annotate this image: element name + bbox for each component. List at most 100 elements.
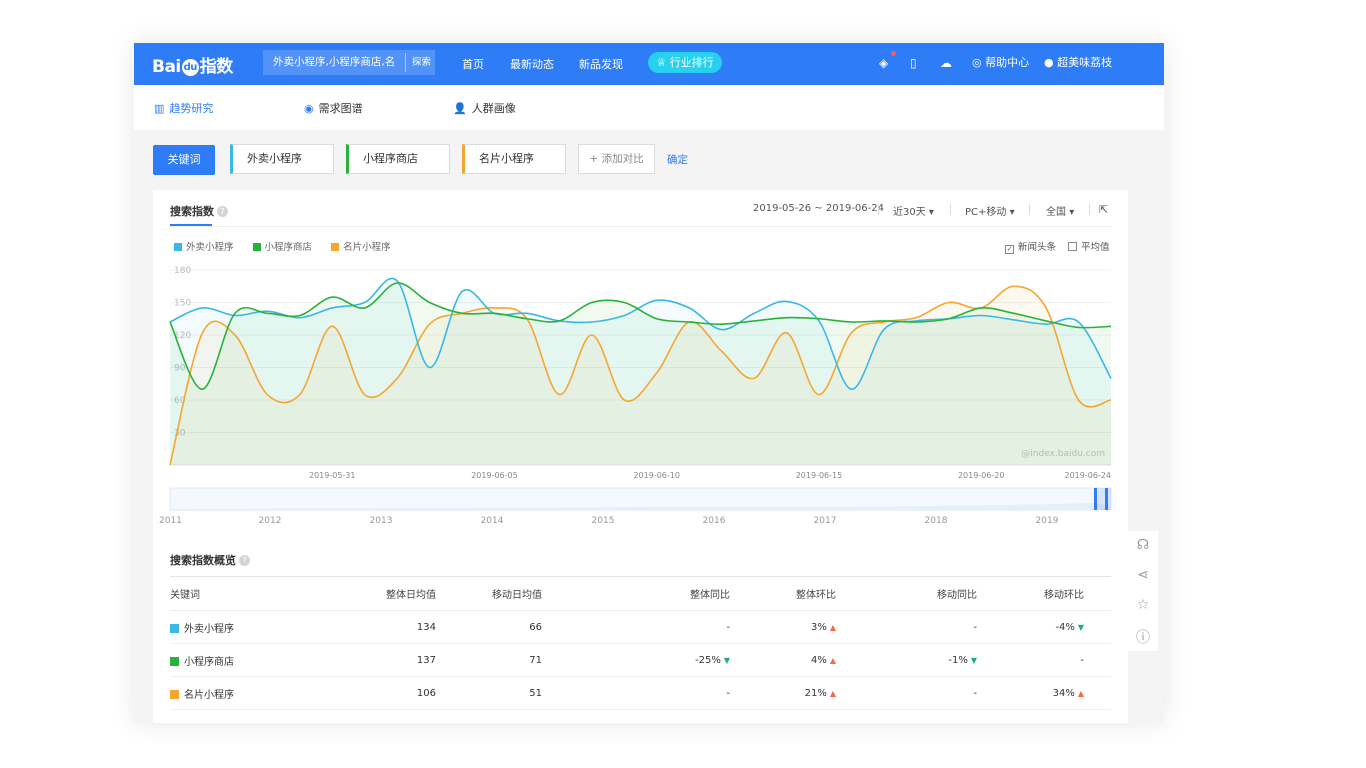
col-overall-yoy: 整体同比 <box>542 576 730 611</box>
slider-selection[interactable] <box>1095 488 1111 510</box>
cell-mobile: 66 <box>436 610 542 644</box>
confirm-button[interactable]: 确定 <box>667 154 688 166</box>
cell-mobile-mom: -4% ▼ <box>977 610 1084 644</box>
cell-keyword[interactable]: 外卖小程序 <box>170 610 310 644</box>
period-select[interactable]: 近30天 ▾ <box>893 207 934 218</box>
x-tick-label: 2019-06-15 <box>796 471 843 480</box>
user-menu[interactable]: ● 超美味荔枝 <box>1044 56 1113 69</box>
slider-year-label: 2013 <box>370 516 393 526</box>
x-tick-label: 2019-06-05 <box>471 471 518 480</box>
app-link-icon[interactable]: ◈ <box>879 56 889 70</box>
legend-item-1[interactable]: 外卖小程序 <box>174 242 242 253</box>
cell-overall-yoy: -25% ▼ <box>542 643 730 677</box>
export-icon[interactable]: ⇱ <box>1099 203 1109 216</box>
side-toolbar: ☊ ⋖ ☆ ⓘ <box>1128 531 1158 651</box>
industry-ranking-button[interactable]: ♕ 行业排行 <box>648 52 722 73</box>
slider-year-label: 2016 <box>703 516 726 526</box>
y-tick-label: 120 <box>174 331 191 341</box>
active-tab-underline <box>170 224 212 226</box>
legend-swatch <box>331 243 340 251</box>
x-tick-label: 2019-06-20 <box>958 471 1005 480</box>
chart-watermark: @index.baidu.com <box>1021 449 1105 459</box>
summary-table: 关键词 整体日均值 移动日均值 整体同比 整体环比 移动同比 移动环比 外卖小程… <box>170 576 1111 710</box>
cell-overall-yoy: - <box>542 610 730 644</box>
tab-trend-research[interactable]: ▥ 趋势研究 <box>154 102 214 115</box>
keyword-input-2[interactable]: 小程序商店 <box>346 144 450 174</box>
slider-handle-left[interactable] <box>1094 488 1097 510</box>
keyword-input-1[interactable]: 外卖小程序 <box>230 144 334 174</box>
app-window: Bai du 指数 外卖小程序,小程序商店,名 探索 首页 最新动态 新品发现 ♕ … <box>134 43 1164 723</box>
sub-navigation: ▥ 趋势研究 ◉ 需求图谱 👤 人群画像 <box>134 85 1164 130</box>
add-compare-button[interactable]: + 添加对比 <box>578 144 655 174</box>
slider-year-label: 2019 <box>1036 516 1059 526</box>
y-tick-label: 60 <box>174 396 186 406</box>
table-row: 外卖小程序 134 66-3% ▲ - -4% ▼ <box>170 610 1111 644</box>
demand-map-icon: ◉ <box>304 102 314 115</box>
col-mobile-avg: 移动日均值 <box>436 576 542 611</box>
help-center-link[interactable]: ◎ 帮助中心 <box>972 56 1030 69</box>
ranking-icon: ♕ <box>656 56 667 69</box>
divider <box>1029 204 1030 215</box>
cell-mobile: 51 <box>436 676 542 710</box>
series-area <box>170 286 1111 465</box>
cell-mobile-mom: - <box>977 643 1084 677</box>
plus-icon: + <box>589 153 599 165</box>
checkbox-checked-icon: ✓ <box>1005 245 1014 254</box>
cell-keyword[interactable]: 名片小程序 <box>170 676 310 710</box>
nav-latest[interactable]: 最新动态 <box>510 58 554 71</box>
cell-overall-yoy: - <box>542 676 730 710</box>
nav-home[interactable]: 首页 <box>462 58 484 71</box>
slider-year-label: 2011 <box>159 516 182 526</box>
col-mobile-mom: 移动环比 <box>977 576 1084 611</box>
search-input[interactable]: 外卖小程序,小程序商店,名 <box>263 50 435 75</box>
cell-overall-mom: 21% ▲ <box>730 676 836 710</box>
tab-crowd-portrait[interactable]: 👤 人群画像 <box>453 102 516 115</box>
headset-icon[interactable]: ☊ <box>1136 537 1150 553</box>
star-icon[interactable]: ☆ <box>1136 597 1150 613</box>
nav-new-products[interactable]: 新品发现 <box>579 58 623 71</box>
y-tick-label: 180 <box>174 266 191 276</box>
baidu-index-logo[interactable]: Bai du 指数 <box>152 57 233 77</box>
legend-item-3[interactable]: 名片小程序 <box>331 242 399 253</box>
trend-chart-icon: ▥ <box>154 102 165 115</box>
x-tick-label: 2019-06-24 <box>1065 471 1112 480</box>
legend-item-2[interactable]: 小程序商店 <box>252 242 321 253</box>
legend-swatch <box>174 243 182 251</box>
cell-overall: 134 <box>310 610 436 644</box>
wechat-icon[interactable]: ☁ <box>940 56 952 70</box>
arrow-up-icon: ▲ <box>1077 688 1084 698</box>
cell-keyword[interactable]: 小程序商店 <box>170 643 310 677</box>
keyword-input-3[interactable]: 名片小程序 <box>462 144 566 174</box>
divider <box>950 204 951 215</box>
news-headline-checkbox[interactable]: ✓ 新闻头条 <box>1005 242 1057 254</box>
table-row: 小程序商店 137 71 -25% ▼ 4% ▲ -1% ▼ - <box>170 643 1111 677</box>
question-icon[interactable]: ? <box>217 206 228 217</box>
slider-handle-right[interactable] <box>1105 488 1108 510</box>
question-icon[interactable]: ? <box>239 555 250 566</box>
cell-overall: 137 <box>310 643 436 677</box>
chart-legend: 外卖小程序 小程序商店 名片小程序 <box>174 239 407 253</box>
cell-mobile-yoy: - <box>836 676 977 710</box>
search-index-chart[interactable]: 30 60 90 120 150 180 2019-05-31 2019-06-05 2019-… <box>153 260 1128 530</box>
table-header-row: 关键词 整体日均值 移动日均值 整体同比 整体环比 移动同比 移动环比 <box>170 576 1111 611</box>
summary-title: 搜索指数概览? <box>170 552 250 568</box>
search-index-panel: 搜索指数? 2019-05-26 ~ 2019-06-24 近30天 ▾ PC+… <box>153 190 1128 723</box>
share-icon[interactable]: ⋖ <box>1137 567 1149 583</box>
keyword-label: 关键词 <box>153 145 215 175</box>
device-select[interactable]: PC+移动 ▾ <box>965 207 1015 218</box>
series-area <box>170 278 1111 465</box>
help-circle-icon[interactable]: ⓘ <box>1136 630 1150 646</box>
region-select[interactable]: 全国 ▾ <box>1046 207 1075 218</box>
search-button[interactable]: 探索 <box>405 53 431 72</box>
slider-year-label: 2017 <box>814 516 837 526</box>
date-range-picker[interactable]: 2019-05-26 ~ 2019-06-24 <box>753 203 884 214</box>
slider-year-label: 2015 <box>592 516 615 526</box>
average-checkbox[interactable]: 平均值 <box>1068 239 1110 253</box>
arrow-down-icon: ▼ <box>970 655 977 665</box>
tab-demand-map[interactable]: ◉ 需求图谱 <box>304 102 363 115</box>
mobile-icon[interactable]: ▯ <box>910 56 917 70</box>
series-line <box>169 282 1112 390</box>
cell-overall-mom: 4% ▲ <box>730 643 836 677</box>
cell-mobile-yoy: -1% ▼ <box>836 643 977 677</box>
top-bar: Bai du 指数 外卖小程序,小程序商店,名 探索 首页 最新动态 新品发现 ♕ … <box>134 43 1164 85</box>
